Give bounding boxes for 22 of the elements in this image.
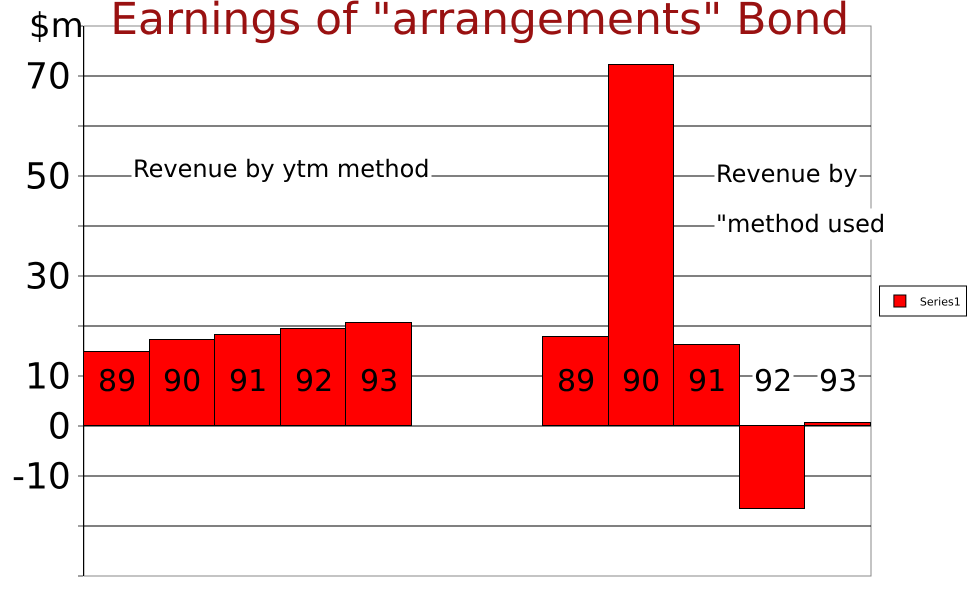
x-tick-label: 90 bbox=[163, 364, 202, 399]
chart-title: Earnings of "arrangements" Bond bbox=[110, 0, 850, 45]
x-tick-label: 90 bbox=[622, 364, 660, 399]
x-tick-label: 93 bbox=[819, 364, 858, 399]
annotation: Revenue by ytm method bbox=[133, 155, 430, 183]
y-tick-label: 30 bbox=[24, 256, 71, 298]
x-tick-label: 91 bbox=[688, 364, 726, 399]
y-tick-label: 70 bbox=[24, 56, 71, 98]
y-axis-title: $m bbox=[29, 6, 84, 46]
y-tick-label: 0 bbox=[48, 406, 71, 448]
y-tick-label: 50 bbox=[24, 156, 71, 198]
x-tick-label: 91 bbox=[229, 364, 268, 399]
y-tick-label: -10 bbox=[12, 456, 71, 498]
y-tick-label: 10 bbox=[24, 356, 71, 398]
annotation: "method used bbox=[716, 210, 886, 238]
x-tick-label: 89 bbox=[98, 364, 136, 399]
x-tick-label: 92 bbox=[295, 364, 334, 399]
legend-label: Series1 bbox=[920, 295, 961, 308]
x-tick-label: 92 bbox=[754, 364, 792, 399]
x-tick-label: 89 bbox=[557, 364, 596, 399]
x-tick-label: 93 bbox=[360, 364, 398, 399]
annotation: Revenue by bbox=[716, 160, 858, 188]
